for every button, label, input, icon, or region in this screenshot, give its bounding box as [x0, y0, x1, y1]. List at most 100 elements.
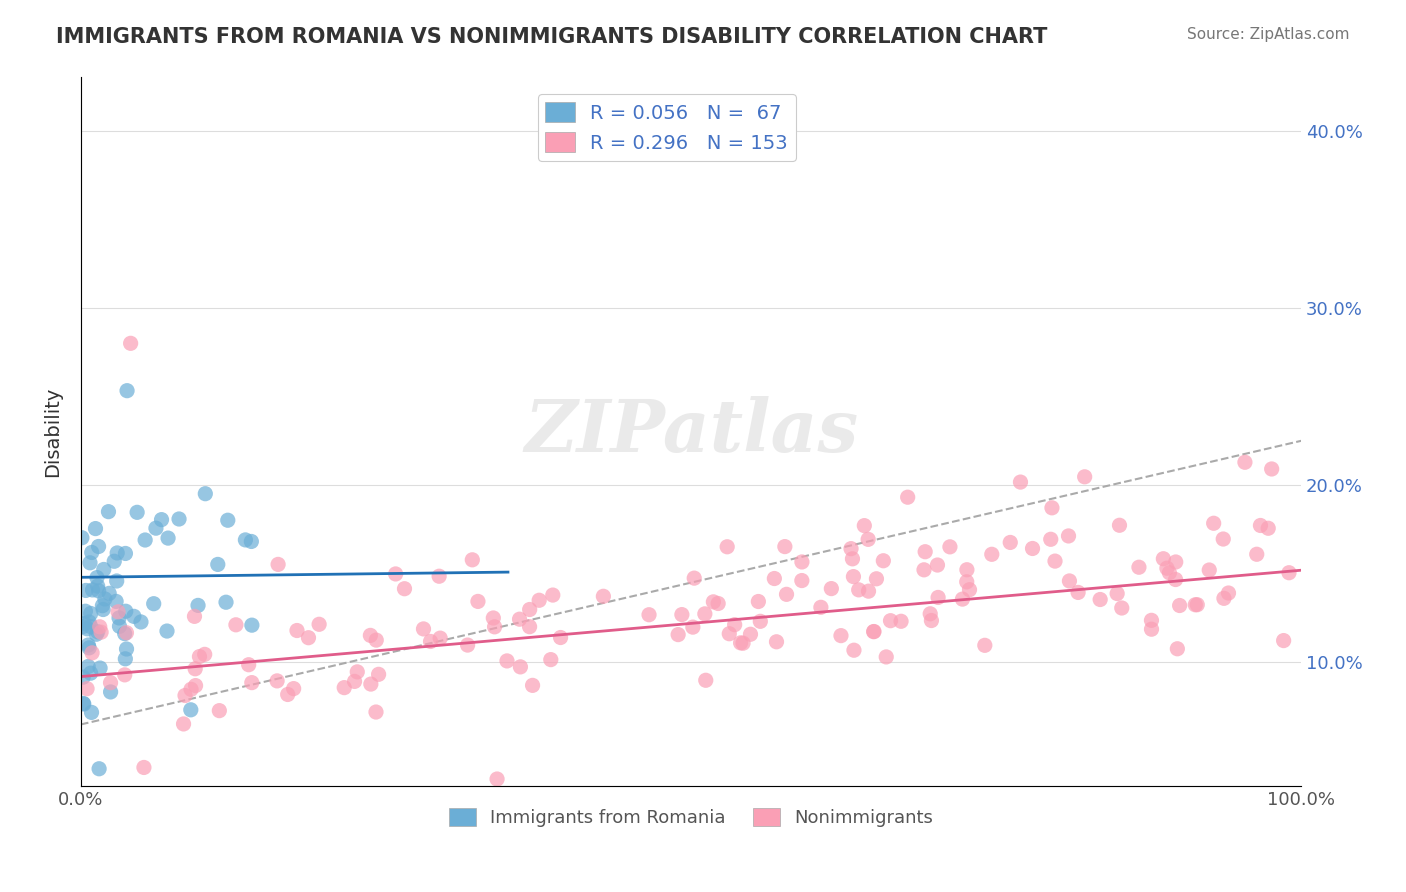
Point: [830, 629, 852, 643]
Point: [194, 486, 217, 500]
Point: [1088, 592, 1111, 607]
Point: [682, 620, 704, 634]
Point: [419, 634, 441, 648]
Point: [856, 533, 879, 547]
Point: [671, 607, 693, 622]
Point: [238, 657, 260, 672]
Point: [1152, 551, 1174, 566]
Point: [716, 540, 738, 554]
Point: [879, 614, 901, 628]
Point: [105, 546, 128, 560]
Point: [1198, 563, 1220, 577]
Point: [174, 689, 197, 703]
Point: [522, 678, 544, 692]
Point: [695, 673, 717, 688]
Point: [115, 384, 138, 398]
Point: [80, 607, 103, 621]
Point: [920, 607, 942, 621]
Point: [1059, 574, 1081, 588]
Point: [367, 667, 389, 681]
Point: [277, 688, 299, 702]
Point: [97, 505, 120, 519]
Point: [108, 611, 131, 625]
Point: [730, 636, 752, 650]
Point: [1010, 475, 1032, 489]
Point: [1140, 613, 1163, 627]
Point: [82, 582, 104, 597]
Point: [77, 615, 100, 629]
Point: [592, 589, 614, 603]
Point: [76, 681, 98, 696]
Point: [180, 682, 202, 697]
Point: [114, 652, 136, 666]
Point: [956, 574, 979, 589]
Point: [1213, 591, 1236, 606]
Point: [132, 760, 155, 774]
Point: [980, 547, 1002, 561]
Point: [86, 579, 108, 593]
Point: [240, 618, 263, 632]
Point: [217, 513, 239, 527]
Point: [927, 558, 949, 572]
Point: [509, 660, 531, 674]
Point: [550, 631, 572, 645]
Point: [103, 554, 125, 568]
Point: [853, 518, 876, 533]
Point: [188, 649, 211, 664]
Point: [920, 614, 942, 628]
Point: [394, 582, 416, 596]
Point: [105, 594, 128, 608]
Point: [457, 638, 479, 652]
Point: [150, 513, 173, 527]
Point: [87, 540, 110, 554]
Point: [1000, 535, 1022, 549]
Point: [890, 615, 912, 629]
Point: [75, 604, 97, 618]
Y-axis label: Disability: Disability: [44, 387, 62, 477]
Point: [484, 620, 506, 634]
Point: [724, 617, 747, 632]
Point: [283, 681, 305, 696]
Point: [72, 670, 94, 684]
Point: [509, 612, 531, 626]
Point: [1111, 601, 1133, 615]
Point: [86, 571, 108, 585]
Point: [115, 642, 138, 657]
Point: [184, 679, 207, 693]
Point: [1164, 573, 1187, 587]
Point: [346, 665, 368, 679]
Point: [749, 615, 772, 629]
Point: [683, 571, 706, 585]
Point: [114, 626, 136, 640]
Point: [1164, 555, 1187, 569]
Point: [842, 569, 865, 583]
Point: [100, 675, 122, 690]
Point: [84, 522, 107, 536]
Point: [77, 640, 100, 655]
Point: [862, 624, 884, 639]
Point: [702, 595, 724, 609]
Point: [863, 624, 886, 639]
Point: [731, 636, 754, 650]
Point: [343, 674, 366, 689]
Point: [790, 555, 813, 569]
Point: [842, 643, 865, 657]
Point: [496, 654, 519, 668]
Point: [240, 675, 263, 690]
Point: [973, 638, 995, 652]
Text: Source: ZipAtlas.com: Source: ZipAtlas.com: [1187, 27, 1350, 42]
Point: [1184, 598, 1206, 612]
Point: [89, 661, 111, 675]
Point: [1108, 518, 1130, 533]
Point: [1212, 532, 1234, 546]
Point: [86, 627, 108, 641]
Point: [1067, 585, 1090, 599]
Point: [80, 706, 103, 720]
Point: [467, 594, 489, 608]
Point: [482, 611, 505, 625]
Point: [156, 624, 179, 638]
Point: [105, 574, 128, 588]
Point: [225, 617, 247, 632]
Point: [180, 703, 202, 717]
Point: [364, 705, 387, 719]
